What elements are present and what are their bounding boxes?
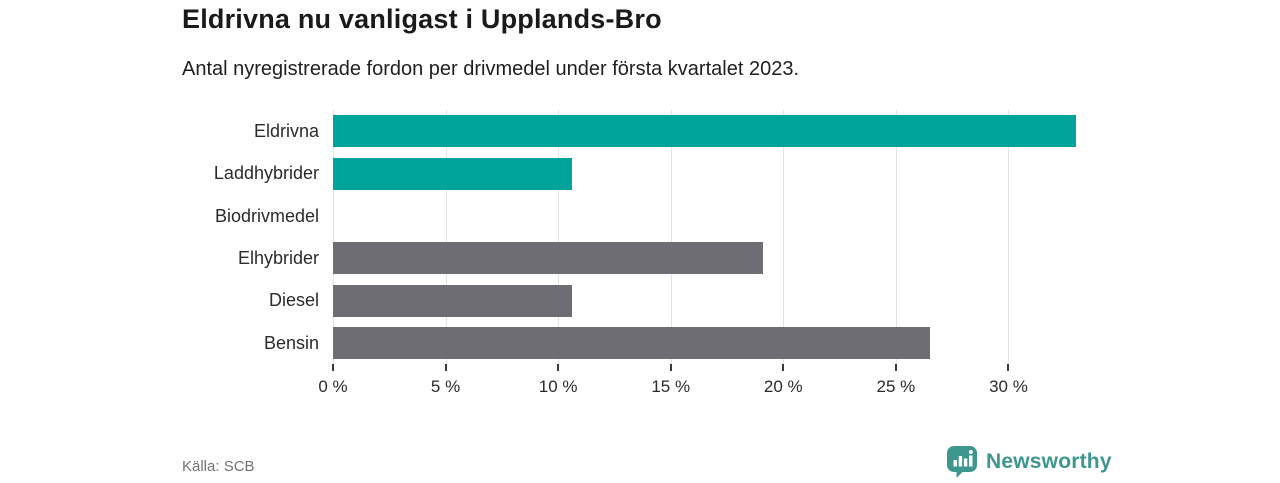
gridline-20 xyxy=(783,110,785,364)
x-tick-label-15: 15 % xyxy=(651,377,691,396)
x-tick-mark-10 xyxy=(557,364,560,371)
x-tick-label-10: 10 % xyxy=(538,377,578,396)
bar-bensin xyxy=(333,326,930,359)
gridline-10 xyxy=(558,110,560,364)
x-tick-mark-5 xyxy=(444,364,447,371)
category-label-eldrivna: Eldrivna xyxy=(253,121,319,141)
x-tick-label-0: 0 % xyxy=(318,377,348,396)
gridline-5 xyxy=(445,110,447,364)
x-tick-mark-25 xyxy=(894,364,897,371)
x-tick-mark-0 xyxy=(332,364,334,371)
bar-chart-plot-area: 0 % 5 % 10 % 15 % 20 % 25 % 30 % Eldrivna Laddhy… xyxy=(214,110,1076,396)
category-label-laddhybrider: Laddhybrider xyxy=(213,163,319,184)
x-tick-label-30: 30 % xyxy=(989,377,1028,396)
x-tick-mark-15 xyxy=(669,364,672,371)
category-label-diesel: Diesel xyxy=(268,290,319,311)
newsworthy-wordmark: Newsworthy xyxy=(986,449,1112,473)
category-label-elhybrider: Elhybrider xyxy=(237,248,319,268)
x-tick-label-20: 20 % xyxy=(763,377,803,396)
bar-elhybrider xyxy=(333,242,764,275)
page-title: Eldrivna nu vanligast i Upplands-Bro xyxy=(182,4,662,34)
bar-laddhybrider xyxy=(333,157,572,190)
x-tick-label-5: 5 % xyxy=(430,377,461,396)
bar-eldrivna xyxy=(333,115,1076,148)
category-label-bensin: Bensin xyxy=(263,332,319,353)
source-note: Källa: SCB xyxy=(182,458,255,475)
newsworthy-logo[interactable]: Newsworthy xyxy=(946,445,1112,478)
gridline-30 xyxy=(1008,110,1010,364)
gridline-15 xyxy=(670,110,672,364)
bar-diesel xyxy=(333,284,572,317)
chart-subtitle: Antal nyregistrerade fordon per drivmede… xyxy=(182,58,800,80)
x-tick-mark-20 xyxy=(782,364,785,371)
gridline-25 xyxy=(895,110,897,364)
gridline-0 xyxy=(333,110,334,364)
newsworthy-logo-icon xyxy=(946,445,978,478)
category-label-biodrivmedel: Biodrivmedel xyxy=(214,205,319,226)
x-tick-mark-30 xyxy=(1007,364,1010,371)
x-tick-label-25: 25 % xyxy=(876,377,916,396)
